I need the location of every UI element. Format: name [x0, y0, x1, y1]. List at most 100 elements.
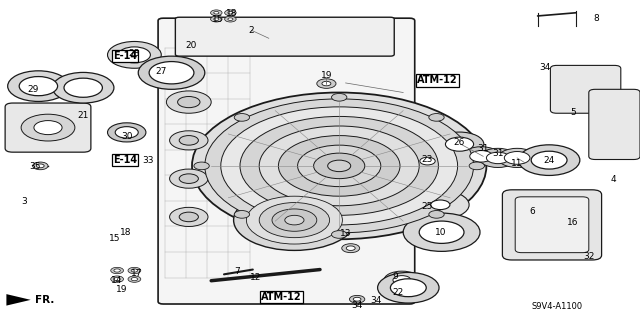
Circle shape [114, 269, 120, 272]
Text: 33: 33 [143, 156, 154, 165]
Text: 34: 34 [540, 63, 551, 72]
Text: 29: 29 [28, 85, 39, 94]
Circle shape [211, 16, 222, 22]
Circle shape [531, 151, 567, 169]
Circle shape [342, 244, 360, 253]
Text: FR.: FR. [35, 295, 54, 305]
Circle shape [278, 136, 400, 196]
Circle shape [64, 78, 102, 97]
Circle shape [170, 131, 208, 150]
Text: 24: 24 [543, 156, 555, 165]
Circle shape [131, 269, 138, 272]
Text: 15: 15 [212, 15, 223, 24]
Circle shape [211, 10, 222, 16]
Circle shape [384, 271, 420, 289]
FancyBboxPatch shape [589, 89, 640, 160]
Circle shape [228, 18, 233, 20]
Text: 23: 23 [422, 155, 433, 164]
Circle shape [420, 157, 435, 165]
Text: 10: 10 [435, 228, 446, 237]
Text: 25: 25 [422, 202, 433, 211]
Circle shape [429, 114, 444, 121]
Text: 27: 27 [156, 67, 167, 76]
Text: 17: 17 [131, 269, 142, 278]
Circle shape [469, 162, 484, 170]
Circle shape [33, 162, 48, 170]
Text: 13: 13 [340, 229, 351, 238]
Text: 18: 18 [120, 228, 132, 237]
Circle shape [314, 153, 365, 179]
Circle shape [462, 147, 500, 166]
Circle shape [259, 203, 330, 238]
Circle shape [403, 213, 480, 251]
Circle shape [524, 208, 536, 213]
Circle shape [234, 211, 250, 218]
FancyBboxPatch shape [515, 197, 589, 253]
Circle shape [108, 41, 161, 68]
Circle shape [214, 18, 219, 20]
Circle shape [412, 190, 469, 219]
Circle shape [36, 164, 44, 168]
Circle shape [322, 81, 331, 86]
Circle shape [419, 221, 464, 243]
Circle shape [221, 107, 458, 225]
Text: 4: 4 [611, 175, 616, 184]
Circle shape [192, 93, 486, 239]
Circle shape [332, 93, 347, 101]
Circle shape [52, 72, 114, 103]
Circle shape [353, 297, 361, 301]
Circle shape [170, 207, 208, 226]
Text: 18: 18 [226, 9, 237, 18]
Circle shape [240, 116, 438, 215]
Text: 5: 5 [570, 108, 575, 117]
Circle shape [131, 278, 138, 281]
Circle shape [498, 148, 536, 167]
Circle shape [234, 114, 250, 121]
Circle shape [179, 136, 198, 145]
FancyBboxPatch shape [5, 103, 91, 152]
Circle shape [179, 174, 198, 183]
Text: 34: 34 [371, 296, 382, 305]
Circle shape [317, 79, 336, 88]
Circle shape [178, 96, 200, 108]
Circle shape [378, 272, 439, 303]
Circle shape [228, 11, 233, 14]
Text: 21: 21 [77, 111, 89, 120]
Circle shape [349, 295, 365, 303]
Circle shape [225, 10, 236, 16]
Text: 20: 20 [185, 41, 196, 50]
Text: S9V4-A1100: S9V4-A1100 [531, 302, 582, 311]
Text: 35: 35 [29, 162, 41, 171]
Circle shape [205, 99, 474, 233]
Text: E-14: E-14 [113, 51, 137, 61]
FancyBboxPatch shape [175, 17, 394, 56]
Circle shape [8, 71, 69, 101]
Circle shape [479, 148, 517, 167]
Circle shape [431, 200, 450, 210]
Circle shape [111, 267, 124, 274]
Circle shape [393, 276, 411, 285]
Text: 8: 8 [594, 14, 599, 23]
Circle shape [328, 160, 351, 172]
Circle shape [111, 276, 124, 282]
Circle shape [390, 279, 426, 297]
Circle shape [179, 212, 198, 222]
Text: 14: 14 [111, 276, 123, 285]
Circle shape [114, 278, 120, 281]
Circle shape [259, 126, 419, 206]
Text: 9: 9 [393, 272, 398, 281]
Circle shape [410, 152, 445, 170]
Text: 19: 19 [116, 285, 127, 294]
Text: 7: 7 [234, 267, 239, 276]
Circle shape [128, 267, 141, 274]
Circle shape [272, 209, 317, 231]
Circle shape [246, 196, 342, 244]
Text: 31: 31 [492, 149, 504, 158]
Circle shape [435, 132, 484, 156]
Text: ATM-12: ATM-12 [261, 292, 302, 302]
Circle shape [225, 16, 236, 22]
Text: 19: 19 [321, 71, 332, 80]
Circle shape [486, 152, 509, 164]
Circle shape [21, 114, 75, 141]
Circle shape [445, 137, 474, 151]
